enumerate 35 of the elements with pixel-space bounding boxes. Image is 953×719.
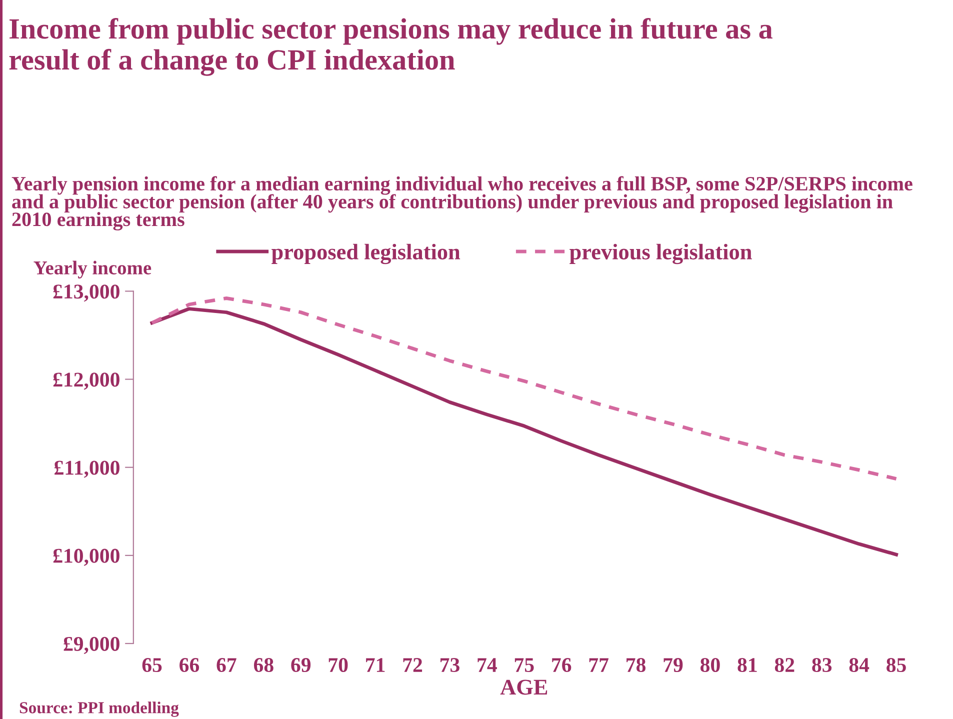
x-tick-label: 75 (514, 658, 534, 672)
chart-title: Income from public sector pensions may reduce in future as a result of a change to CPI indexation (9, 18, 772, 76)
x-tick-label: 72 (403, 658, 422, 672)
y-tick-label: £12,000 (53, 372, 120, 390)
x-tick-label: 70 (328, 658, 348, 672)
x-tick-label: 73 (440, 658, 460, 672)
x-tick-label: 84 (849, 658, 870, 672)
x-tick-label: 76 (552, 658, 572, 672)
legend-label: previous legislation (570, 244, 752, 264)
line-series (150, 296, 898, 481)
x-axis-title: AGE (500, 680, 548, 695)
x-tick-label: 80 (700, 658, 720, 672)
x-tick-label: 66 (180, 658, 200, 672)
y-tick-label: £10,000 (53, 548, 120, 566)
x-tick-label: 78 (626, 658, 646, 672)
x-tick-label: 83 (812, 658, 832, 672)
y-tick-label: £13,000 (53, 284, 120, 302)
x-tick-label: 81 (738, 658, 757, 672)
x-tick-label: 67 (216, 658, 236, 672)
source-note: Source: PPI modelling (20, 702, 179, 717)
legend-label: proposed legislation (272, 244, 460, 264)
y-tick-label: £11,000 (54, 460, 120, 478)
line-series (150, 307, 898, 556)
y-axis-title: Yearly income (34, 260, 152, 278)
x-tick-label: 69 (291, 658, 311, 672)
y-tick-label: £9,000 (64, 636, 120, 654)
x-tick-label: 85 (886, 658, 906, 672)
x-tick-label: 79 (664, 658, 683, 672)
x-tick-label: 82 (774, 658, 794, 672)
x-tick-label: 65 (142, 658, 162, 672)
x-tick-label: 68 (254, 658, 274, 672)
x-tick-label: 77 (589, 658, 608, 672)
x-tick-label: 71 (366, 658, 385, 672)
x-tick-label: 74 (478, 658, 497, 672)
chart-subtitle: Yearly pension income for a median earning individual who receives a full BSP, some S2P/SERPS income and a public sector pension (after 40 years of contributions) under previous and proposed legislation in 2010 earnings terms (12, 176, 912, 230)
